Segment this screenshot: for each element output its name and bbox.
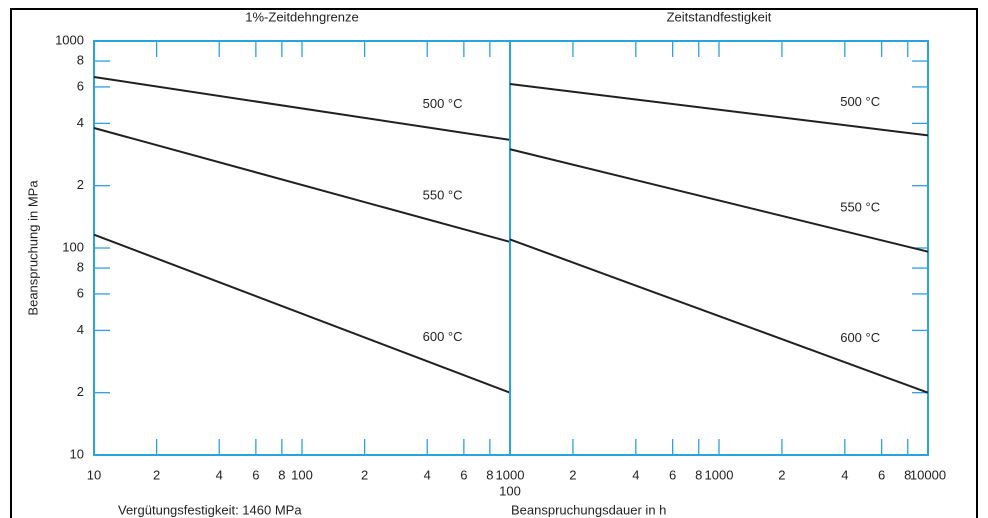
y-axis-label: Beanspruchung in MPa [25,180,40,316]
y-tick-label: 100 [62,239,84,254]
x-tick-label: 2 [361,467,368,482]
series-line [509,238,929,394]
y-tick-label: 10 [70,446,84,461]
x-tick-label: 6 [878,467,885,482]
x-tick-label: 4 [632,467,639,482]
series-label: 550 °C [423,187,463,202]
series-line [93,76,511,141]
x-tick-label: 2 [153,467,160,482]
series-label: 600 °C [423,329,463,344]
y-tick-label: 4 [77,322,84,337]
series-line [93,127,511,243]
x-tick-label: 2 [569,467,576,482]
x-tick-label: 6 [460,467,467,482]
x-tick-label: 1000 [496,467,525,482]
series-label: 500 °C [423,96,463,111]
x-tick-label: 6 [252,467,259,482]
y-tick-label: 6 [77,285,84,300]
x-tick-label: 10 [87,467,101,482]
x-tick-label: 4 [216,467,223,482]
y-tick-label: 4 [77,115,84,130]
y-tick-label: 8 [77,52,84,67]
x-tick-label: 8 [486,467,493,482]
x-tick-label: 100 [499,483,521,498]
y-tick-label: 6 [77,78,84,93]
panel-title: Zeitstandfestigkeit [667,9,772,24]
series-line [93,233,511,394]
y-tick-label: 2 [77,384,84,399]
x-tick-label: 6 [669,467,676,482]
frame [10,8,978,518]
y-tick-label: 8 [77,259,84,274]
series-label: 500 °C [840,94,880,109]
y-tick-label: 1000 [55,32,84,47]
note: Vergütungsfestigkeit: 1460 MPa [118,502,302,517]
x-tick-label: 1000 [705,467,734,482]
series-label: 600 °C [840,330,880,345]
panel-title: 1%-Zeitdehngrenze [245,9,358,24]
series-line [509,82,929,137]
x-tick-label: 8 [278,467,285,482]
series-label: 550 °C [840,200,880,215]
x-tick-label: 8 [904,467,911,482]
x-tick-label: 100 [291,467,313,482]
series-line [509,148,929,253]
x-axis-label: Beanspruchungsdauer in h [511,502,666,517]
y-tick-label: 2 [77,177,84,192]
x-tick-label: 4 [841,467,848,482]
x-tick-label: 10000 [910,467,946,482]
x-tick-label: 4 [424,467,431,482]
x-tick-label: 8 [695,467,702,482]
x-tick-label: 2 [778,467,785,482]
